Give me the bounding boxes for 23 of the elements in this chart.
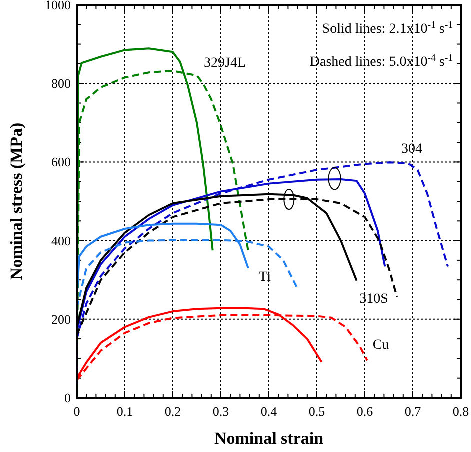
y-tick-label: 400 bbox=[52, 233, 71, 248]
y-tick-label: 0 bbox=[64, 390, 71, 406]
x-tick-label: 0.1 bbox=[116, 404, 134, 419]
x-tick-label: 0.7 bbox=[404, 404, 422, 419]
annotation: Cu bbox=[372, 338, 390, 353]
annotation: 310S bbox=[360, 292, 388, 307]
line-series bbox=[76, 162, 450, 340]
x-tick-label: 0.3 bbox=[212, 404, 230, 419]
y-tick-label: 1000 bbox=[45, 0, 71, 12]
x-tick-label: 0.6 bbox=[356, 404, 374, 419]
y-tick-label: 800 bbox=[52, 76, 71, 92]
annotation: 304 bbox=[402, 142, 422, 157]
x-tick-label: 0.8 bbox=[452, 404, 470, 419]
x-tick-label: 0 bbox=[74, 404, 80, 419]
x-tick-label: 0.4 bbox=[260, 404, 278, 419]
x-tick-label: 0.2 bbox=[164, 404, 182, 419]
x-axis-title: Nominal strain bbox=[214, 429, 324, 448]
y-axis-title: Nominal stress (MPa) bbox=[7, 122, 26, 280]
y-tick-label: 600 bbox=[52, 154, 71, 170]
y-tick-label: 200 bbox=[52, 312, 71, 327]
x-tick-label: 0.5 bbox=[308, 404, 326, 419]
annotation: 329J4L bbox=[204, 56, 246, 71]
annotation: Solid lines: 2.1x10$^{-1}$ s$^{-1}$ bbox=[322, 20, 454, 37]
